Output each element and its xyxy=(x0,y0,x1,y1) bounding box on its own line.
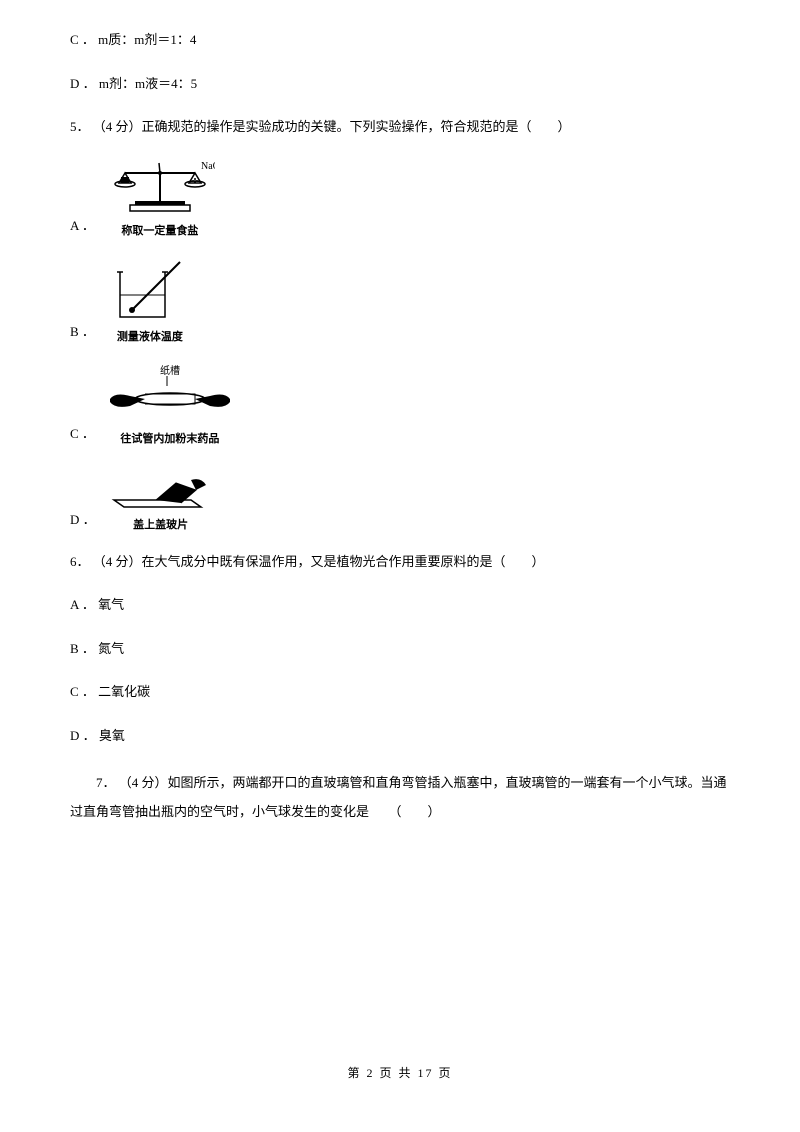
q5-optD-figure: 盖上盖玻片 xyxy=(106,465,216,534)
q6-option-c: C ． 二氧化碳 xyxy=(70,682,730,702)
q5-option-a: A ． NaCl 称取一定量食盐 xyxy=(70,161,730,240)
balance-scale-icon: NaCl xyxy=(105,161,215,221)
q5-optD-label: D ． xyxy=(70,510,96,534)
q5-optB-figure: 测量液体温度 xyxy=(105,257,195,346)
q7-stem: 7． （4 分）如图所示，两端都开口的直玻璃管和直角弯管插入瓶塞中，直玻璃管的一… xyxy=(70,769,730,826)
q5-stem: 5． （4 分）正确规范的操作是实验成功的关键。下列实验操作，符合规范的是（ ） xyxy=(70,117,730,137)
svg-text:纸槽: 纸槽 xyxy=(160,364,180,377)
q5-optB-label: B ． xyxy=(70,322,95,346)
q5-optA-label: A ． xyxy=(70,216,95,240)
q6-option-b: B ． 氮气 xyxy=(70,639,730,659)
page-footer: 第 2 页 共 17 页 xyxy=(0,1064,800,1082)
q6-option-d: D ． 臭氧 xyxy=(70,726,730,746)
svg-text:NaCl: NaCl xyxy=(201,161,215,172)
test-tube-powder-icon: 纸槽 xyxy=(105,364,235,429)
q5-optD-caption: 盖上盖玻片 xyxy=(133,517,188,534)
q5-option-c: C ． 纸槽 往试管内加粉末药品 xyxy=(70,364,730,448)
q6-stem: 6． （4 分）在大气成分中既有保温作用，又是植物光合作用重要原料的是（ ） xyxy=(70,552,730,572)
beaker-thermometer-icon xyxy=(105,257,195,327)
q5-optC-label: C ． xyxy=(70,424,95,448)
q4-option-d: D ． m剂：m液＝4：5 xyxy=(70,74,730,94)
q5-optC-figure: 纸槽 往试管内加粉末药品 xyxy=(105,364,235,448)
q5-optA-caption: 称取一定量食盐 xyxy=(121,223,198,240)
q5-optA-figure: NaCl 称取一定量食盐 xyxy=(105,161,215,240)
q5-optB-caption: 测量液体温度 xyxy=(117,329,183,346)
q5-option-d: D ． 盖上盖玻片 xyxy=(70,465,730,534)
q5-optC-caption: 往试管内加粉末药品 xyxy=(120,431,219,448)
q5-option-b: B ． 测量液体温度 xyxy=(70,257,730,346)
q4-option-c: C ． m质：m剂＝1：4 xyxy=(70,30,730,50)
q6-option-a: A ． 氧气 xyxy=(70,595,730,615)
cover-slip-icon xyxy=(106,465,216,515)
